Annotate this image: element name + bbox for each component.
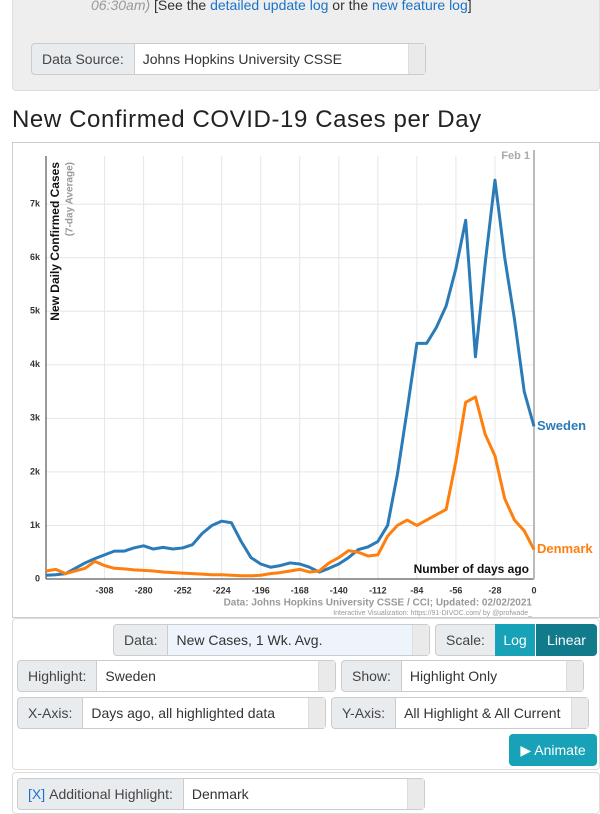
source-note: Data: Johns Hopkins University CSSE / CC…: [224, 598, 533, 609]
credit-note: Interactive Visualization: https://91-DI…: [333, 610, 532, 617]
y-axis-sublabel: (7-day Average): [65, 162, 76, 236]
chart-title: New Confirmed COVID-19 Cases per Day: [12, 106, 482, 133]
y-tick-label: 6k: [30, 252, 41, 262]
x-tick-label: -196: [252, 585, 270, 595]
update-note: 06:30am) [See the detailed update log or…: [91, 0, 472, 13]
series-line: [45, 395, 536, 578]
data-source-select[interactable]: Data Source: Johns Hopkins University CS…: [31, 43, 426, 75]
update-time: 06:30am): [91, 0, 151, 13]
select-value[interactable]: All Highlight & All Current: [396, 697, 589, 729]
feature-log-link[interactable]: new feature log: [372, 0, 468, 13]
x-tick-label: -224: [213, 585, 231, 595]
x-tick-label: 0: [531, 585, 536, 595]
x-tick-label: -56: [449, 585, 462, 595]
scale-group: Scale:: [435, 624, 496, 656]
x-axis-label: Number of days ago: [414, 562, 529, 576]
series-label: Sweden: [537, 418, 586, 433]
y-tick-label: 0: [35, 573, 40, 583]
additional-select[interactable]: [X] Additional Highlight: Denmark: [17, 778, 425, 810]
x-tick-label: -28: [488, 585, 501, 595]
select-label: Highlight:: [17, 660, 98, 692]
y-axis-select[interactable]: Y-Axis: All Highlight & All Current: [331, 697, 589, 729]
x-tick-label: -140: [330, 585, 348, 595]
select-label: Y-Axis:: [331, 697, 397, 729]
select-value[interactable]: New Cases, 1 Wk. Avg.: [168, 624, 430, 656]
data-select[interactable]: Data: New Cases, 1 Wk. Avg.: [113, 624, 430, 656]
linear-button[interactable]: Linear: [536, 624, 597, 656]
series-line: [45, 178, 536, 577]
remove-link[interactable]: [X]: [28, 786, 46, 802]
select-value[interactable]: Sweden: [97, 660, 336, 692]
source-panel: 06:30am) [See the detailed update log or…: [12, 0, 600, 91]
note-text: ]: [467, 0, 472, 13]
y-tick-label: 3k: [30, 413, 41, 423]
select-value[interactable]: Days ago, all highlighted data: [83, 697, 326, 729]
y-tick-label: 2k: [30, 466, 41, 476]
update-log-link[interactable]: detailed update log: [210, 0, 329, 13]
scale-label: Scale:: [435, 624, 496, 656]
note-text: [See the: [154, 0, 211, 13]
label-text: Additional Highlight:: [49, 786, 173, 802]
y-tick-label: 4k: [30, 359, 41, 369]
x-tick-label: -84: [410, 585, 423, 595]
x-tick-label: -168: [291, 585, 309, 595]
x-tick-label: -280: [135, 585, 153, 595]
select-label: Data Source:: [31, 43, 135, 75]
show-select[interactable]: Show: Highlight Only: [341, 660, 584, 692]
x-tick-label: -308: [96, 585, 114, 595]
select-value[interactable]: Highlight Only: [401, 660, 584, 692]
y-tick-label: 1k: [30, 520, 41, 530]
select-value[interactable]: Johns Hopkins University CSSE: [134, 43, 426, 75]
x-tick-label: -112: [369, 585, 387, 595]
x-axis-select[interactable]: X-Axis: Days ago, all highlighted data: [17, 697, 326, 729]
highlight-select[interactable]: Highlight: Sweden: [17, 660, 336, 692]
select-label: [X] Additional Highlight:: [17, 778, 184, 810]
select-value[interactable]: Denmark: [183, 778, 425, 810]
date-label: Feb 1: [501, 150, 530, 162]
y-tick-label: 5k: [30, 306, 41, 316]
y-tick-label: 7k: [30, 199, 41, 209]
select-label: Data:: [113, 624, 169, 656]
note-text: or the: [328, 0, 373, 13]
select-label: Show:: [341, 660, 402, 692]
x-tick-label: -252: [174, 585, 192, 595]
animate-button[interactable]: ▶ Animate: [509, 734, 597, 766]
series-label: Denmark: [537, 541, 593, 556]
select-label: X-Axis:: [17, 697, 84, 729]
log-button[interactable]: Log: [495, 624, 535, 656]
y-axis-label: New Daily Confirmed Cases: [48, 162, 62, 321]
